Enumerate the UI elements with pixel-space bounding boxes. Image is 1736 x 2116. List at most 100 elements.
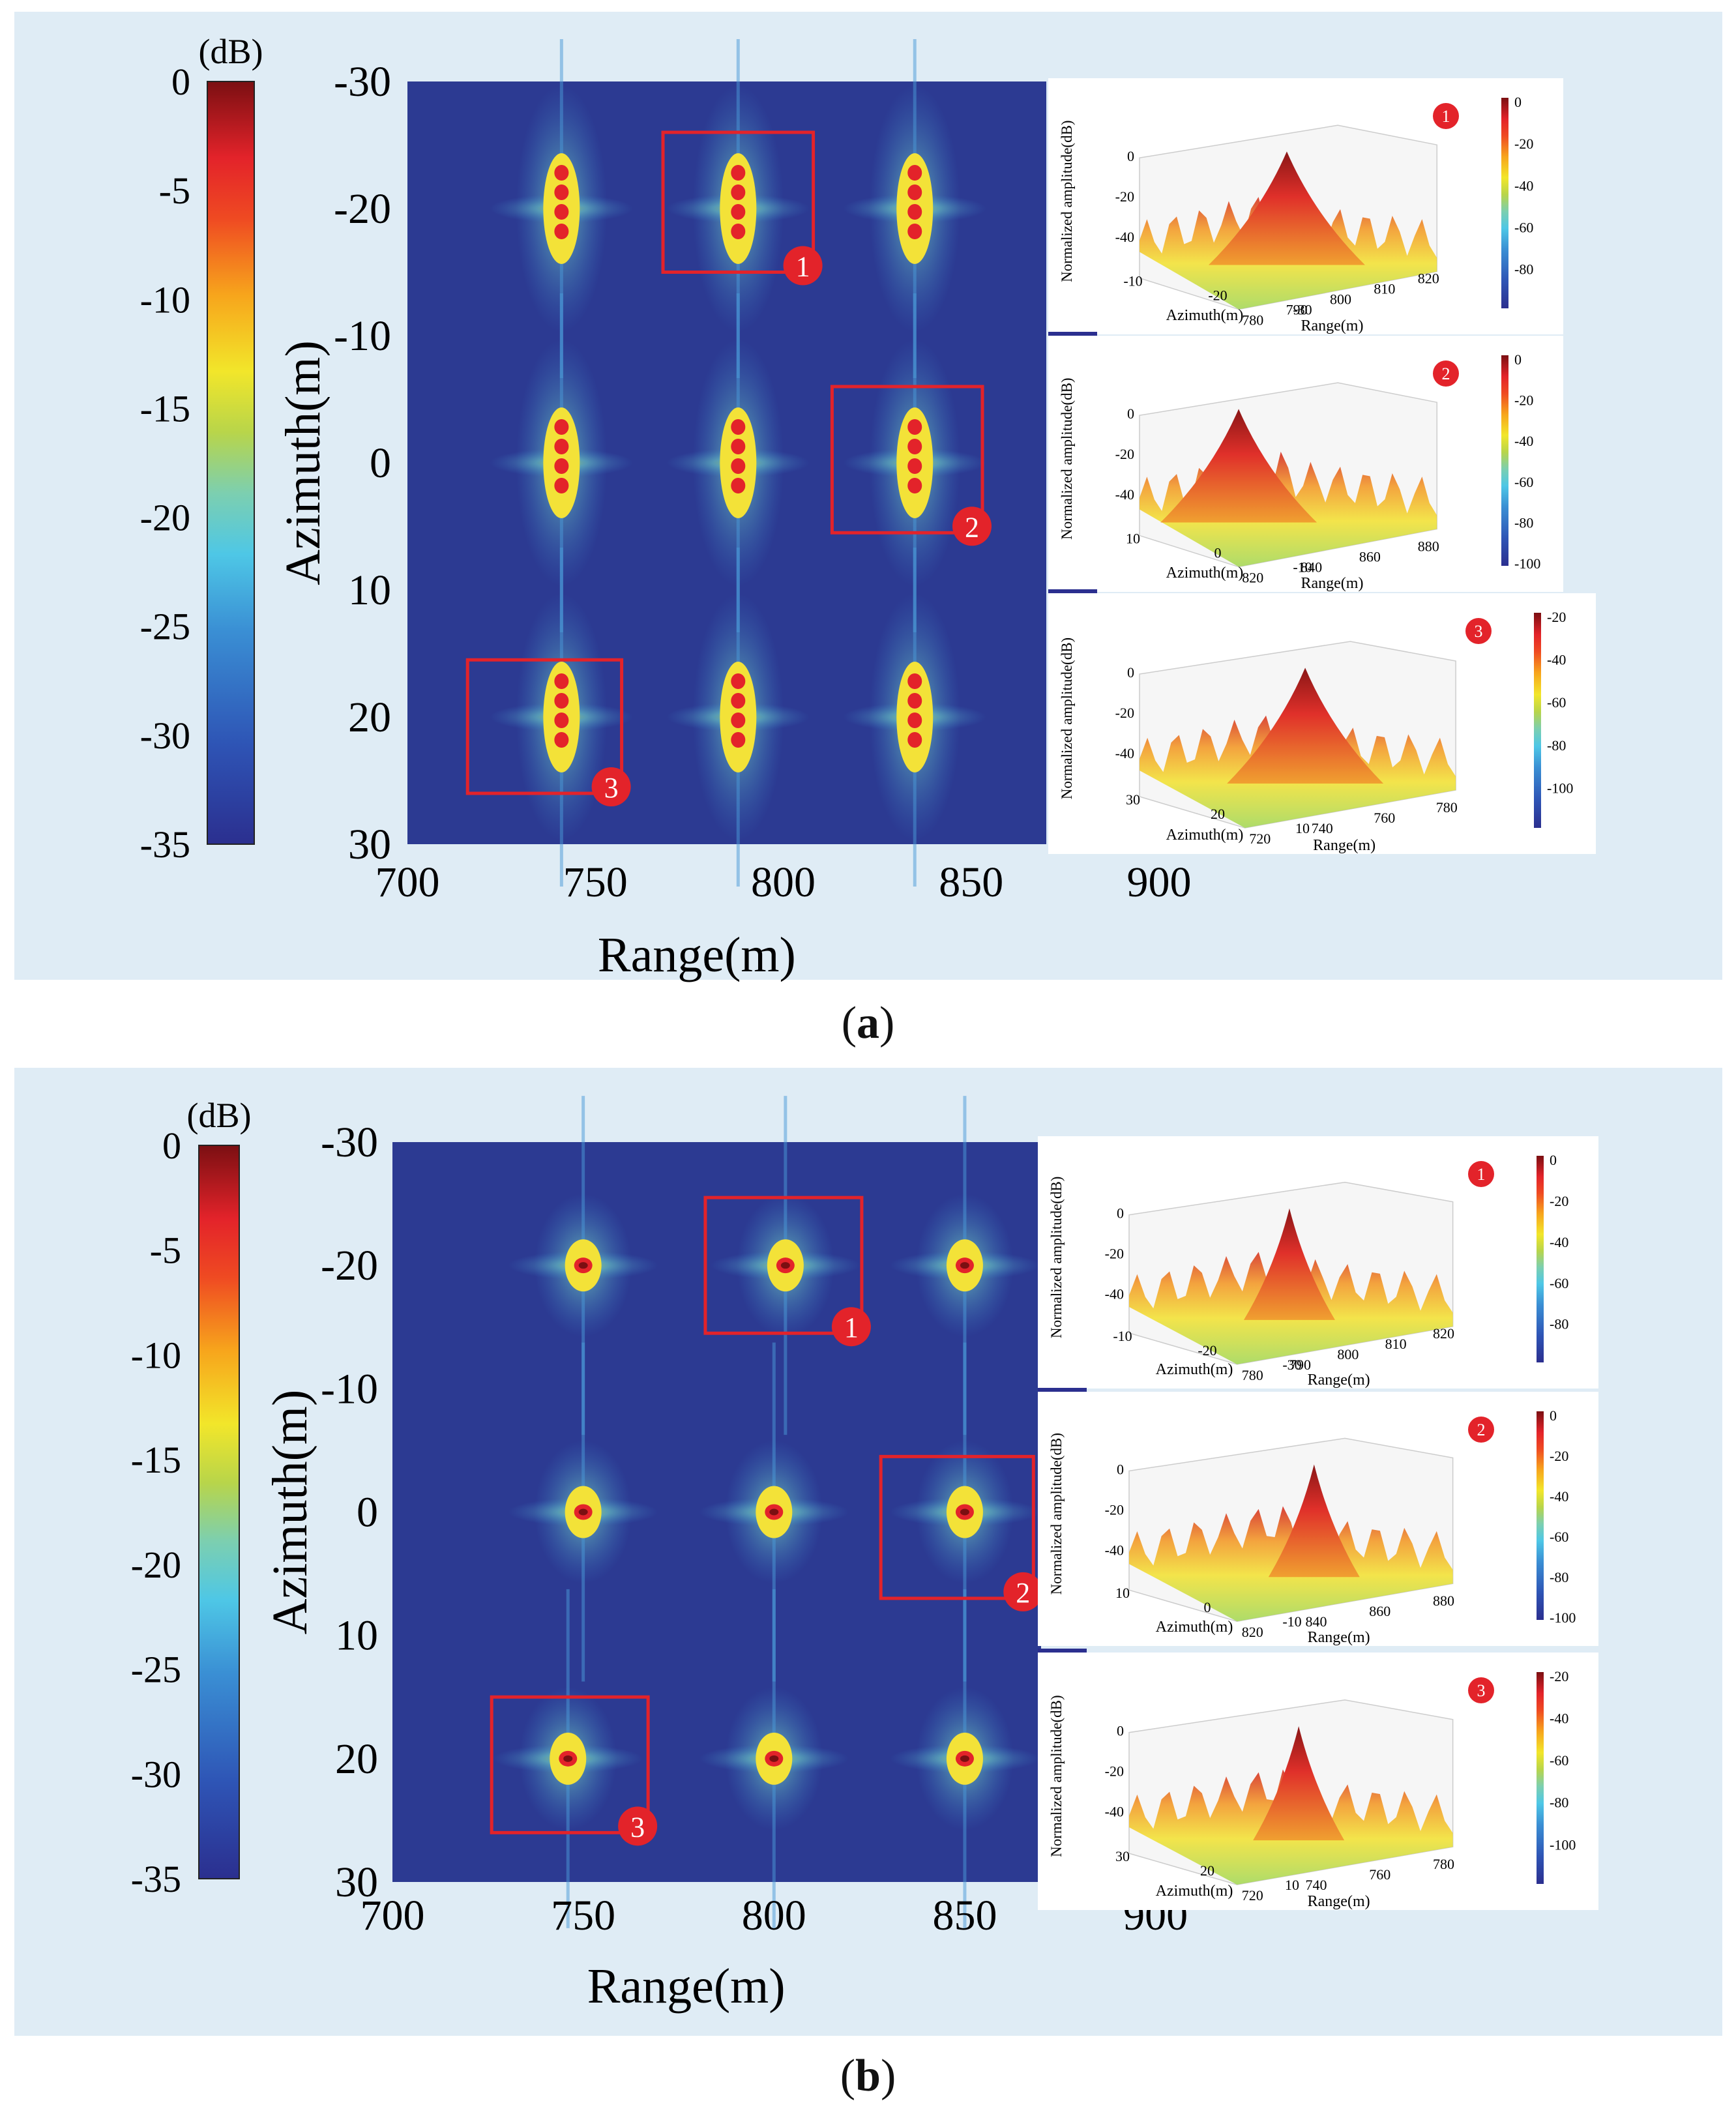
panel-b-colorbar-tick: -35 bbox=[131, 1858, 181, 1900]
target-core-lobe bbox=[907, 458, 922, 474]
inset-azimuth-label: Azimuth(m) bbox=[1166, 565, 1244, 581]
inset-range-tick: 820 bbox=[1418, 271, 1439, 287]
inset-colorbar bbox=[1537, 1411, 1544, 1620]
target-core-lobe bbox=[731, 713, 746, 728]
target-core-lobe bbox=[554, 419, 569, 435]
panel-b-x-tick: 750 bbox=[551, 1892, 615, 1939]
panel-a-y-tick: 0 bbox=[370, 439, 391, 487]
target-core-lobe bbox=[907, 673, 922, 689]
inset-divider bbox=[1038, 1649, 1087, 1653]
inset-colorbar-tick: -40 bbox=[1514, 433, 1533, 449]
panel-a-x-tick: 700 bbox=[375, 859, 440, 906]
inset-colorbar-tick: -80 bbox=[1550, 1569, 1568, 1585]
inset-z-tick: -20 bbox=[1115, 188, 1134, 205]
target-core-center bbox=[769, 1755, 779, 1762]
panel-a-colorbar-tick: -35 bbox=[140, 823, 190, 866]
inset-azimuth-tick: -10 bbox=[1123, 273, 1142, 289]
inset-colorbar-tick: -100 bbox=[1514, 555, 1540, 572]
inset-azimuth-label: Azimuth(m) bbox=[1166, 827, 1244, 844]
inset-main-peak bbox=[1160, 409, 1317, 523]
inset-z-tick: 0 bbox=[1117, 1205, 1124, 1222]
panel-a-y-tick: -20 bbox=[334, 185, 391, 233]
inset-z-tick: 0 bbox=[1127, 148, 1134, 164]
panel-a-x-label: Range(m) bbox=[598, 928, 796, 982]
panel-a-y-label: Azimuth(m) bbox=[276, 340, 331, 585]
inset-colorbar bbox=[1537, 1156, 1544, 1362]
target-core-lobe bbox=[554, 458, 569, 474]
inset-badge-label: 3 bbox=[1475, 622, 1483, 641]
inset-divider bbox=[1048, 332, 1097, 336]
panel-b-colorbar-tick: -20 bbox=[131, 1544, 181, 1586]
panel-a-colorbar-tick: -20 bbox=[140, 497, 190, 539]
panel-b-colorbar bbox=[198, 1145, 240, 1879]
panel-a-callout-label: 1 bbox=[796, 251, 810, 283]
inset-badge-label: 2 bbox=[1477, 1420, 1486, 1439]
panel-a-colorbar-tick: -15 bbox=[140, 387, 190, 430]
panel-b-colorbar-tick: 0 bbox=[162, 1124, 181, 1167]
inset-range-tick: 840 bbox=[1301, 559, 1322, 576]
inset-range-tick: 740 bbox=[1305, 1877, 1327, 1893]
panel-a-colorbar-tick: -10 bbox=[140, 278, 190, 321]
inset-colorbar-tick: -60 bbox=[1547, 694, 1566, 711]
panel-b-y-tick: -30 bbox=[321, 1119, 378, 1166]
inset-colorbar bbox=[1534, 613, 1541, 828]
panel-a-colorbar-tick: -30 bbox=[140, 714, 190, 757]
inset-z-label: Normalized amplitude(dB) bbox=[1048, 1433, 1065, 1594]
panel-a-target bbox=[490, 548, 634, 887]
inset-azimuth-label: Azimuth(m) bbox=[1166, 307, 1244, 324]
panel-a-x-tick: 900 bbox=[1126, 859, 1191, 906]
target-core-center bbox=[960, 1262, 969, 1269]
target-core-lobe bbox=[731, 224, 746, 239]
inset-range-label: Range(m) bbox=[1301, 317, 1363, 334]
inset-z-tick: 0 bbox=[1127, 405, 1134, 422]
panel-b-inset-1: 0 -20 -40 -10 -20 -30 780 790 800 810 820 Azimuth(m… bbox=[1038, 1136, 1598, 1389]
inset-main-peak bbox=[1208, 151, 1365, 265]
panel-a-inset-1: 0 -20 -40 -10 -20 -30 780 790 800 810 820 Azimuth(m… bbox=[1048, 78, 1563, 334]
inset-colorbar-tick: 0 bbox=[1514, 351, 1522, 368]
inset-main-peak bbox=[1243, 1208, 1335, 1320]
inset-main-peak bbox=[1268, 1464, 1360, 1578]
panel-b-y-tick: 30 bbox=[335, 1859, 378, 1906]
panel-b-callout-label: 3 bbox=[630, 1811, 645, 1843]
target-core-lobe bbox=[554, 713, 569, 728]
inset-z-tick: -20 bbox=[1105, 1501, 1124, 1518]
panel-b-colorbar-tick: -30 bbox=[131, 1753, 181, 1795]
target-core-center bbox=[780, 1262, 790, 1269]
target-core-lobe bbox=[731, 458, 746, 474]
panel-a-colorbar-tick: -25 bbox=[140, 606, 190, 648]
inset-colorbar-tick: -20 bbox=[1550, 1668, 1568, 1684]
panel-a-callout-box bbox=[830, 385, 984, 535]
inset-azimuth-tick: 10 bbox=[1295, 820, 1310, 836]
inset-range-tick: 760 bbox=[1369, 1866, 1390, 1883]
panel-a-y-tick: 10 bbox=[348, 566, 391, 614]
inset-colorbar-tick: -20 bbox=[1550, 1448, 1568, 1464]
inset-range-label: Range(m) bbox=[1308, 1893, 1370, 1910]
target-core-lobe bbox=[731, 419, 746, 435]
inset-range-tick: 740 bbox=[1312, 820, 1333, 836]
inset-azimuth-tick: -20 bbox=[1208, 287, 1227, 304]
target-core-lobe bbox=[907, 439, 922, 454]
inset-main-peak bbox=[1253, 1726, 1345, 1841]
target-core-lobe bbox=[731, 184, 746, 200]
panel-a-inset-3: 0 -20 -40 30 20 10 720 740 760 780 Azimuth(m) Range… bbox=[1048, 589, 1596, 854]
panel-a-target bbox=[843, 293, 987, 632]
panel-letter-b: b bbox=[855, 2051, 881, 2101]
panel-a-callout-label: 2 bbox=[965, 511, 979, 543]
target-core-lobe bbox=[907, 165, 922, 181]
panel-a-callout-box bbox=[465, 658, 624, 795]
inset-badge bbox=[1468, 1417, 1494, 1443]
target-core-center bbox=[578, 1508, 588, 1516]
inset-range-tick: 820 bbox=[1433, 1325, 1454, 1342]
panel-a-callout-badge bbox=[783, 246, 823, 286]
panel-b-callout-box bbox=[879, 1454, 1035, 1600]
target-core-lobe bbox=[731, 204, 746, 220]
panel-a-callout-badge bbox=[952, 507, 992, 546]
inset-colorbar-tick: -60 bbox=[1550, 1752, 1568, 1769]
target-core-lobe bbox=[731, 478, 746, 493]
panel-b-target bbox=[710, 1096, 861, 1435]
panel-b-y-label: Azimuth(m) bbox=[263, 1390, 317, 1635]
inset-z-tick: -40 bbox=[1115, 486, 1134, 503]
target-core-center bbox=[769, 1508, 779, 1516]
target-core-lobe bbox=[554, 184, 569, 200]
